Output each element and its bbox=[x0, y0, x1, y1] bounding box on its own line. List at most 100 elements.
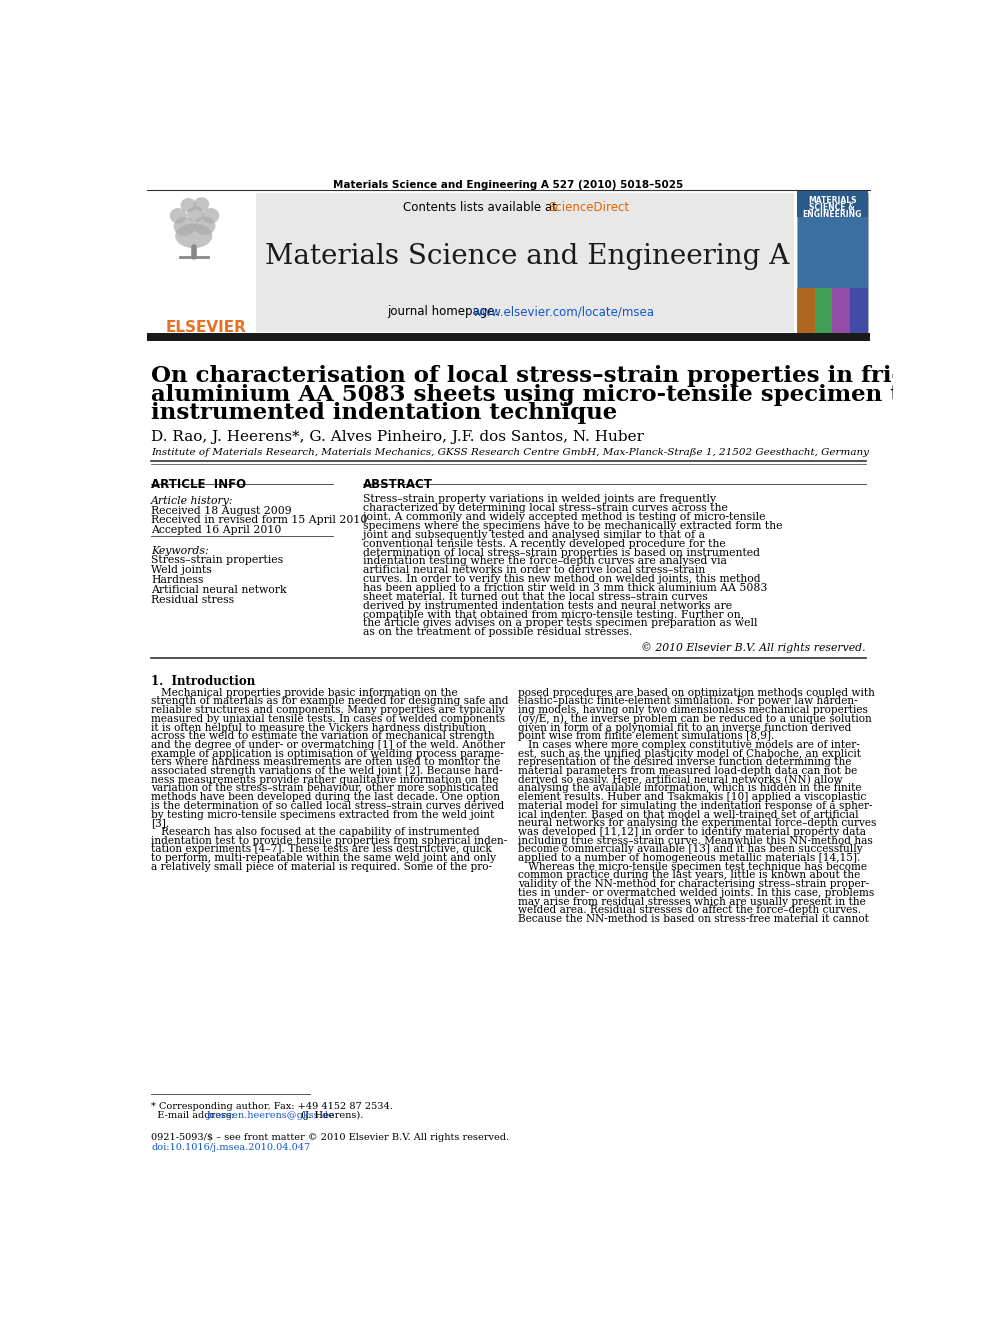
Text: become commercially available [13] and it has been successfully: become commercially available [13] and i… bbox=[518, 844, 862, 855]
Text: derived so easily. Here, artificial neural networks (NN) allow: derived so easily. Here, artificial neur… bbox=[518, 775, 842, 786]
Text: determination of local stress–strain properties is based on instrumented: determination of local stress–strain pro… bbox=[363, 548, 760, 557]
Text: * Corresponding author. Fax: +49 4152 87 2534.: * Corresponding author. Fax: +49 4152 87… bbox=[151, 1102, 393, 1111]
FancyBboxPatch shape bbox=[797, 288, 814, 335]
Text: Because the NN-method is based on stress-free material it cannot: Because the NN-method is based on stress… bbox=[518, 914, 869, 923]
Ellipse shape bbox=[202, 208, 219, 224]
Text: 0921-5093/$ – see front matter © 2010 Elsevier B.V. All rights reserved.: 0921-5093/$ – see front matter © 2010 El… bbox=[151, 1132, 509, 1142]
Text: ters where hardness measurements are often used to monitor the: ters where hardness measurements are oft… bbox=[151, 757, 501, 767]
FancyBboxPatch shape bbox=[832, 288, 850, 335]
Text: doi:10.1016/j.msea.2010.04.047: doi:10.1016/j.msea.2010.04.047 bbox=[151, 1143, 310, 1152]
FancyBboxPatch shape bbox=[814, 288, 832, 335]
Text: validity of the NN-method for characterising stress–strain proper-: validity of the NN-method for characteri… bbox=[518, 880, 869, 889]
Text: as on the treatment of possible residual stresses.: as on the treatment of possible residual… bbox=[363, 627, 632, 638]
Text: Stress–strain property variations in welded joints are frequently: Stress–strain property variations in wel… bbox=[363, 495, 716, 504]
Text: to perform, multi-repeatable within the same weld joint and only: to perform, multi-repeatable within the … bbox=[151, 853, 496, 863]
Text: by testing micro-tensile specimens extracted from the weld joint: by testing micro-tensile specimens extra… bbox=[151, 810, 494, 819]
Text: (σy/E, n), the inverse problem can be reduced to a unique solution: (σy/E, n), the inverse problem can be re… bbox=[518, 714, 871, 725]
Text: has been applied to a friction stir weld in 3 mm thick aluminium AA 5083: has been applied to a friction stir weld… bbox=[363, 583, 767, 593]
Text: neural networks for analysing the experimental force–depth curves: neural networks for analysing the experi… bbox=[518, 818, 876, 828]
Text: journal homepage:: journal homepage: bbox=[388, 306, 503, 318]
Text: conventional tensile tests. A recently developed procedure for the: conventional tensile tests. A recently d… bbox=[363, 538, 725, 549]
Text: variation of the stress–strain behaviour, other more sophisticated: variation of the stress–strain behaviour… bbox=[151, 783, 499, 794]
Text: strength of materials as for example needed for designing safe and: strength of materials as for example nee… bbox=[151, 696, 509, 706]
Text: indentation testing where the force–depth curves are analysed via: indentation testing where the force–dept… bbox=[363, 557, 726, 566]
Text: Institute of Materials Research, Materials Mechanics, GKSS Research Centre GmbH,: Institute of Materials Research, Materia… bbox=[151, 448, 869, 458]
Text: joint and subsequently tested and analysed similar to that of a: joint and subsequently tested and analys… bbox=[363, 531, 704, 540]
Text: D. Rao, J. Heerens*, G. Alves Pinheiro, J.F. dos Santos, N. Huber: D. Rao, J. Heerens*, G. Alves Pinheiro, … bbox=[151, 430, 644, 443]
Text: tation experiments [4–7]. These tests are less destructive, quick: tation experiments [4–7]. These tests ar… bbox=[151, 844, 492, 855]
Text: ical indenter. Based on that model a well-trained set of artificial: ical indenter. Based on that model a wel… bbox=[518, 810, 858, 819]
Text: material parameters from measured load-depth data can not be: material parameters from measured load-d… bbox=[518, 766, 857, 777]
Text: indentation test to provide tensile properties from spherical inden-: indentation test to provide tensile prop… bbox=[151, 836, 507, 845]
Text: Keywords:: Keywords: bbox=[151, 546, 208, 556]
Text: point wise from finite element simulations [8,9].: point wise from finite element simulatio… bbox=[518, 732, 774, 741]
Text: instrumented indentation technique: instrumented indentation technique bbox=[151, 402, 617, 425]
Text: example of application is optimisation of welding process parame-: example of application is optimisation o… bbox=[151, 749, 504, 758]
Text: Received 18 August 2009: Received 18 August 2009 bbox=[151, 505, 292, 516]
Text: Stress–strain properties: Stress–strain properties bbox=[151, 556, 284, 565]
Text: posed procedures are based on optimization methods coupled with: posed procedures are based on optimizati… bbox=[518, 688, 875, 697]
Text: ties in under- or overmatched welded joints. In this case, problems: ties in under- or overmatched welded joi… bbox=[518, 888, 874, 898]
Text: Article history:: Article history: bbox=[151, 496, 234, 505]
Text: In cases where more complex constitutive models are of inter-: In cases where more complex constitutive… bbox=[518, 740, 859, 750]
Text: a relatively small piece of material is required. Some of the pro-: a relatively small piece of material is … bbox=[151, 861, 492, 872]
FancyBboxPatch shape bbox=[147, 333, 870, 341]
Text: est, such as the unified plasticity model of Chaboche, an explicit: est, such as the unified plasticity mode… bbox=[518, 749, 861, 758]
Text: Whereas the micro-tensile specimen test technique has become: Whereas the micro-tensile specimen test … bbox=[518, 861, 867, 872]
Text: aluminium AA 5083 sheets using micro-tensile specimen testing and: aluminium AA 5083 sheets using micro-ten… bbox=[151, 384, 992, 406]
FancyBboxPatch shape bbox=[256, 193, 795, 332]
Text: © 2010 Elsevier B.V. All rights reserved.: © 2010 Elsevier B.V. All rights reserved… bbox=[641, 643, 866, 654]
Text: ing models, having only two dimensionless mechanical properties: ing models, having only two dimensionles… bbox=[518, 705, 868, 716]
Text: across the weld to estimate the variation of mechanical strength: across the weld to estimate the variatio… bbox=[151, 732, 495, 741]
Text: common practice during the last years, little is known about the: common practice during the last years, l… bbox=[518, 871, 860, 881]
Text: material model for simulating the indentation response of a spher-: material model for simulating the indent… bbox=[518, 800, 872, 811]
Text: compatible with that obtained from micro-tensile testing. Further on,: compatible with that obtained from micro… bbox=[363, 610, 744, 619]
Text: ness measurements provide rather qualitative information on the: ness measurements provide rather qualita… bbox=[151, 775, 499, 785]
Text: welded area. Residual stresses do affect the force–depth curves.: welded area. Residual stresses do affect… bbox=[518, 905, 861, 916]
Text: Weld joints: Weld joints bbox=[151, 565, 212, 576]
Text: including true stress–strain curve. Meanwhile this NN-method has: including true stress–strain curve. Mean… bbox=[518, 836, 872, 845]
Ellipse shape bbox=[193, 197, 209, 212]
Ellipse shape bbox=[181, 198, 196, 212]
Text: artificial neural networks in order to derive local stress–strain: artificial neural networks in order to d… bbox=[363, 565, 705, 576]
Text: SCIENCE &: SCIENCE & bbox=[809, 202, 855, 212]
Text: representation of the desired inverse function determining the: representation of the desired inverse fu… bbox=[518, 757, 851, 767]
Text: 1.  Introduction: 1. Introduction bbox=[151, 675, 255, 688]
Text: derived by instrumented indentation tests and neural networks are: derived by instrumented indentation test… bbox=[363, 601, 732, 611]
Text: ScienceDirect: ScienceDirect bbox=[548, 201, 629, 214]
Text: Mechanical properties provide basic information on the: Mechanical properties provide basic info… bbox=[151, 688, 457, 697]
Ellipse shape bbox=[193, 217, 215, 235]
Text: On characterisation of local stress–strain properties in friction stir welded: On characterisation of local stress–stra… bbox=[151, 365, 992, 388]
Text: joint. A commonly and widely accepted method is testing of micro-tensile: joint. A commonly and widely accepted me… bbox=[363, 512, 765, 523]
Ellipse shape bbox=[170, 208, 186, 224]
Text: E-mail address:: E-mail address: bbox=[151, 1111, 237, 1121]
Text: sheet material. It turned out that the local stress–strain curves: sheet material. It turned out that the l… bbox=[363, 591, 707, 602]
Text: associated strength variations of the weld joint [2]. Because hard-: associated strength variations of the we… bbox=[151, 766, 503, 777]
Text: may arise from residual stresses which are usually present in the: may arise from residual stresses which a… bbox=[518, 897, 865, 906]
Ellipse shape bbox=[174, 217, 195, 235]
Text: juergen.heerens@gkss.de: juergen.heerens@gkss.de bbox=[207, 1111, 335, 1121]
FancyBboxPatch shape bbox=[797, 193, 868, 335]
Ellipse shape bbox=[186, 206, 203, 222]
Text: given in form of a polynomial fit to an inverse function derived: given in form of a polynomial fit to an … bbox=[518, 722, 851, 733]
FancyBboxPatch shape bbox=[797, 191, 868, 217]
Ellipse shape bbox=[176, 224, 212, 249]
Text: Artificial neural network: Artificial neural network bbox=[151, 585, 287, 595]
Text: ARTICLE  INFO: ARTICLE INFO bbox=[151, 479, 246, 491]
Text: characterized by determining local stress–strain curves across the: characterized by determining local stres… bbox=[363, 503, 727, 513]
Text: Materials Science and Engineering A 527 (2010) 5018–5025: Materials Science and Engineering A 527 … bbox=[333, 180, 683, 191]
Text: was developed [11,12] in order to identify material property data: was developed [11,12] in order to identi… bbox=[518, 827, 866, 837]
Text: ENGINEERING: ENGINEERING bbox=[803, 209, 862, 218]
Text: (J. Heerens).: (J. Heerens). bbox=[299, 1111, 364, 1121]
Text: element results. Huber and Tsakmakis [10] applied a viscoplastic: element results. Huber and Tsakmakis [10… bbox=[518, 792, 866, 802]
Text: www.elsevier.com/locate/msea: www.elsevier.com/locate/msea bbox=[473, 306, 655, 318]
Text: is the determination of so called local stress–strain curves derived: is the determination of so called local … bbox=[151, 800, 504, 811]
Text: Accepted 16 April 2010: Accepted 16 April 2010 bbox=[151, 524, 282, 534]
Text: and the degree of under- or overmatching [1] of the weld. Another: and the degree of under- or overmatching… bbox=[151, 740, 505, 750]
Text: ELSEVIER: ELSEVIER bbox=[166, 320, 247, 336]
Text: analysing the available information, which is hidden in the finite: analysing the available information, whi… bbox=[518, 783, 861, 794]
Text: Received in revised form 15 April 2010: Received in revised form 15 April 2010 bbox=[151, 515, 367, 525]
Text: Residual stress: Residual stress bbox=[151, 595, 234, 606]
Text: applied to a number of homogeneous metallic materials [14,15].: applied to a number of homogeneous metal… bbox=[518, 853, 860, 863]
Text: Contents lists available at: Contents lists available at bbox=[403, 201, 557, 214]
